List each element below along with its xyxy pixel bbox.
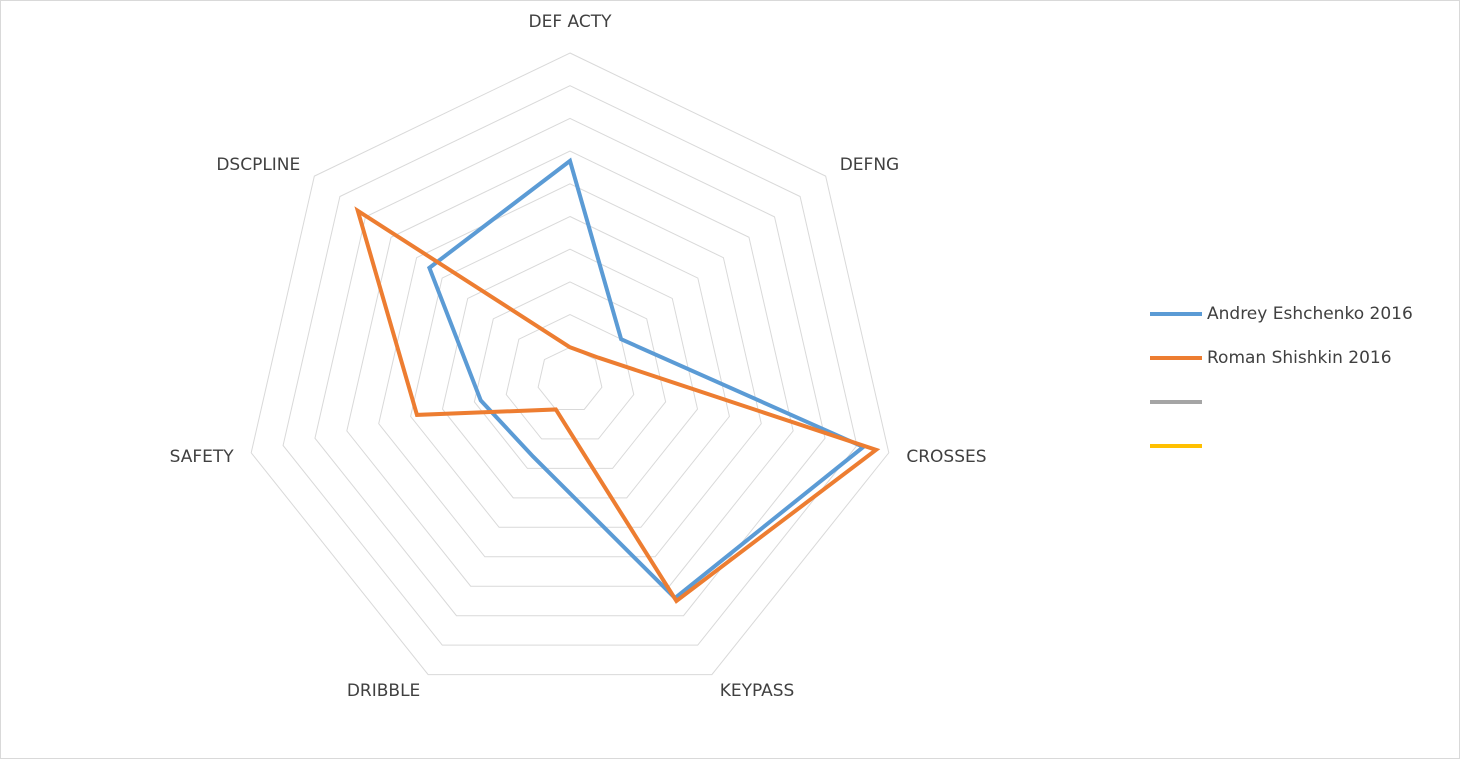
grid-ring xyxy=(346,150,794,587)
axis-label: DEFNG xyxy=(840,155,900,175)
axis-label: DSCPLINE xyxy=(216,155,300,175)
axis-label: KEYPASS xyxy=(720,681,795,701)
axis-label: DEF ACTY xyxy=(529,12,613,32)
grid-ring xyxy=(473,281,667,469)
grid-ring xyxy=(314,117,826,617)
legend-label: Andrey Eshchenko 2016 xyxy=(1207,304,1413,324)
axis-label: SAFETY xyxy=(170,447,235,467)
legend-label: Roman Shishkin 2016 xyxy=(1207,348,1392,368)
series-line xyxy=(426,157,868,601)
axis-label: DRIBBLE xyxy=(347,681,420,701)
grid-ring xyxy=(282,85,858,646)
grid-ring xyxy=(537,346,603,410)
grid-ring xyxy=(410,215,730,528)
grid-ring xyxy=(441,248,699,499)
series-line xyxy=(354,206,881,604)
axis-label: CROSSES xyxy=(906,447,986,467)
grid-ring xyxy=(378,183,762,558)
grid-ring xyxy=(505,314,635,440)
grid-ring xyxy=(250,52,890,676)
